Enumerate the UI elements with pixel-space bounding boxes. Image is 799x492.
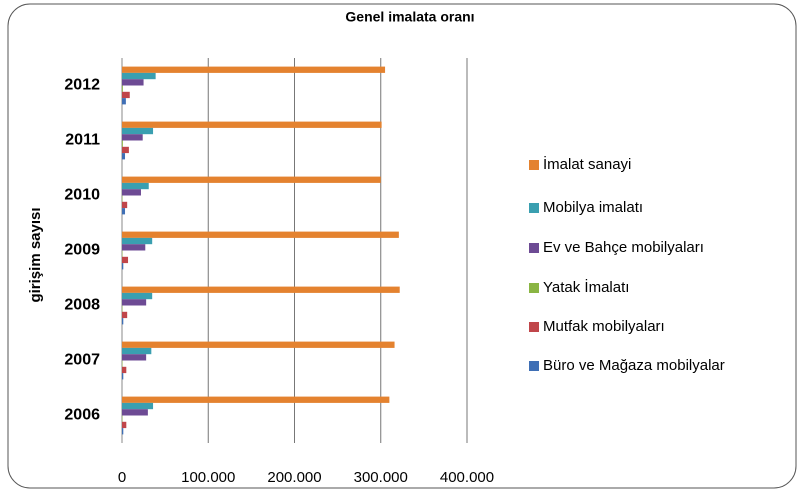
legend-label: İmalat sanayi [543, 155, 631, 173]
legend-label: Mobilya imalatı [543, 199, 643, 216]
legend-label: Mutfak mobilyaları [543, 318, 665, 335]
bar [122, 256, 129, 264]
y-tick-label: 2009 [64, 242, 100, 259]
y-tick-label: 2012 [64, 77, 100, 94]
y-tick-label: 2011 [65, 132, 100, 149]
bar [122, 347, 152, 355]
bar [122, 66, 386, 73]
bar [122, 85, 123, 92]
bar [122, 354, 147, 361]
bar [122, 373, 124, 380]
bar [122, 286, 400, 293]
bar [122, 409, 148, 416]
bar [122, 341, 395, 348]
bar [122, 292, 153, 300]
bar [122, 311, 128, 319]
bar [122, 134, 143, 141]
y-tick-label: 2007 [64, 352, 100, 369]
bar [122, 237, 153, 245]
bar [122, 366, 127, 374]
bar [122, 421, 127, 429]
bar [122, 182, 149, 190]
x-tick-label: 300.000 [354, 469, 408, 486]
bar [122, 153, 126, 160]
bar [122, 231, 399, 238]
bar [122, 98, 126, 105]
legend-swatch [529, 160, 539, 170]
y-tick-label: 2008 [64, 297, 100, 314]
bar [122, 402, 154, 410]
x-tick-label: 200.000 [267, 469, 321, 486]
legend-label: Ev ve Bahçe mobilyaları [543, 239, 704, 256]
bar [122, 176, 381, 183]
legend-label: Yatak İmalatı [543, 278, 629, 296]
x-tick-label: 100.000 [181, 469, 235, 486]
bar [122, 201, 128, 209]
bar [122, 189, 141, 196]
bar [122, 91, 130, 99]
bar [122, 208, 126, 215]
bar [122, 428, 124, 435]
legend-swatch [529, 361, 539, 371]
bar [122, 299, 147, 306]
chart-title: Genel imalata oranı [345, 9, 474, 25]
bar [122, 318, 124, 325]
y-tick-label: 2010 [64, 187, 100, 204]
bar [122, 72, 156, 80]
bar [122, 146, 129, 154]
y-tick-label: 2006 [64, 407, 100, 424]
legend-swatch [529, 322, 539, 332]
x-tick-label: 0 [118, 469, 126, 486]
bar [122, 127, 154, 135]
legend-swatch [529, 283, 539, 293]
legend-swatch [529, 203, 539, 213]
bar [122, 263, 124, 270]
bar [122, 244, 146, 251]
bar [122, 396, 390, 403]
bar [122, 121, 382, 128]
x-tick-label: 400.000 [440, 469, 494, 486]
legend-label: Büro ve Mağaza mobilyalar [543, 357, 725, 374]
bar [122, 140, 123, 147]
legend-swatch [529, 243, 539, 253]
bar [122, 79, 144, 86]
y-axis-label: girişim sayısı [27, 207, 44, 302]
